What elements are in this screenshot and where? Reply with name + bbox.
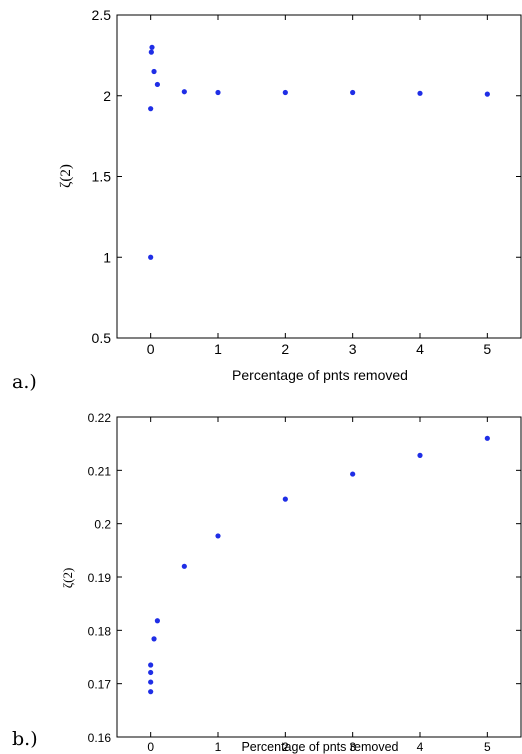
panel-a-y-tick-label: 1.5 (92, 169, 112, 185)
panel-a-y-axis-label: ζ(2) (58, 164, 74, 188)
panel-a-points (148, 44, 490, 260)
panel-a-y-tick-label: 0.5 (92, 330, 112, 346)
panel-a-letter: a.) (12, 371, 37, 393)
panel-a-y-tick-label: 2.5 (92, 7, 112, 23)
panel-b-plot-frame (116, 416, 522, 738)
panel-b-data-point (181, 563, 187, 569)
panel-b-y-tick-label: 0.2 (94, 518, 111, 532)
panel-b-y-tick-label: 0.21 (88, 464, 112, 478)
panel-a-x-tick-label: 0 (147, 341, 155, 357)
panel-a-data-point (215, 89, 221, 96)
panel-a-x-tick-label: 5 (483, 341, 491, 357)
panel-b-letter: b.) (12, 728, 38, 750)
panel-b-y-tick-label: 0.16 (88, 731, 112, 745)
panel-b-x-tick-label: 2 (282, 740, 289, 754)
panel-a-data-point (148, 49, 154, 55)
panel-b-data-point (417, 452, 423, 458)
panel-b-points (148, 435, 490, 695)
panel-b-y-tick-label: 0.22 (88, 411, 112, 425)
panel-a-data-point (484, 91, 490, 97)
panel-b-x-tick-label: 3 (349, 740, 356, 754)
panel-b-x-tick-label: 4 (417, 740, 424, 754)
panel-b-data-point (154, 618, 160, 624)
panel-b-x-tick-label: 1 (215, 740, 222, 754)
panel-b-x-tick-label: 0 (147, 740, 154, 754)
panel-b-data-point (350, 471, 356, 477)
panel-b-y-tick-label: 0.18 (88, 624, 112, 638)
panel-a-x-tick-label: 4 (416, 341, 424, 357)
panel-a-y-tick-label: 1 (103, 249, 111, 265)
panel-b-data-point (215, 533, 221, 539)
panel-a-data-point (148, 106, 154, 112)
panel-b-x-tick-label: 5 (484, 740, 491, 754)
panel-b-x-axis-label: Percentage of pnts removed (241, 740, 398, 754)
panel-b-y-axis: 0.16 0.17 0.18 0.19 0.2 0.21 0.22 (88, 411, 521, 745)
panel-a-data-point (417, 90, 423, 96)
panel-a-x-tick-label: 2 (281, 341, 289, 357)
panel-b-data-point (484, 435, 490, 441)
panel-a-data-point (154, 81, 160, 88)
panel-b-data-point (148, 662, 154, 668)
panel-b-data-point (148, 669, 154, 676)
panel-b-x-axis: 0 1 2 3 4 5 (147, 417, 491, 754)
panel-b-data-point (151, 636, 157, 642)
panel-b-y-tick-label: 0.19 (88, 571, 112, 585)
panel-a-y-tick-label: 2 (103, 88, 111, 104)
panel-a-data-point (149, 44, 155, 50)
panel-b-data-point (148, 679, 154, 685)
panel-a-data-point (181, 89, 187, 95)
panel-b: b.) 0 1 2 3 4 5 0.16 0.17 0.18 0.19 0.2 0.21 0.22 P… (12, 411, 522, 754)
panel-b-data-point (282, 496, 288, 502)
panel-a-data-point (282, 89, 288, 96)
panel-a-x-tick-label: 3 (349, 341, 357, 357)
panel-a-data-point (151, 68, 157, 75)
panel-b-y-axis-label: ζ(2) (60, 568, 75, 589)
panel-a-y-axis: 0.5 1 1.5 2 2.5 (92, 7, 521, 346)
panel-a: a.) 0 1 2 3 4 5 0.5 1 1.5 2 2.5 Percentage of pnt… (12, 7, 522, 393)
panel-a-x-axis: 0 1 2 3 4 5 (147, 15, 491, 357)
panel-a-x-tick-label: 1 (214, 341, 222, 357)
panel-a-plot-frame (116, 14, 522, 339)
panel-a-data-point (350, 89, 356, 96)
panel-b-data-point (148, 689, 154, 695)
panel-b-y-tick-label: 0.17 (88, 678, 112, 692)
panel-a-x-axis-label: Percentage of pnts removed (232, 367, 408, 383)
panel-a-data-point (148, 254, 154, 260)
